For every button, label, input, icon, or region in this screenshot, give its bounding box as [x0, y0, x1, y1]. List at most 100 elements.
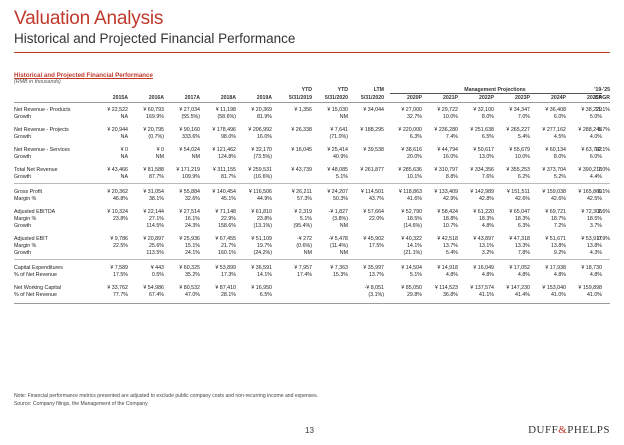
table-cell: 4.0% [589, 134, 602, 140]
table-cell: NM [155, 154, 164, 160]
row-label: Adjusted EBIT [14, 236, 48, 242]
row-label: Adjusted EBITDA [14, 209, 56, 215]
table-cell: 113.5% [146, 250, 164, 256]
table-cell: 5.2% [553, 174, 566, 180]
table-cell: ¥ 48,085 [327, 167, 348, 173]
column-header: 2025P [586, 95, 602, 101]
table-cell: 160.1% [218, 250, 236, 256]
column-group-header: LTM [373, 87, 384, 93]
table-cell: ¥ 11,198 [215, 107, 236, 113]
table-cell: ¥ 40,322 [401, 236, 422, 242]
table-cell: 41.0% [550, 292, 566, 298]
table-cell: NM [339, 114, 348, 120]
table-cell: ¥ 355,253 [506, 167, 530, 173]
table-row: Net Working Capital ¥ 33,762 ¥ 54,986 ¥ 80,… [14, 285, 610, 292]
column-header: 5/31/2020 [360, 95, 384, 101]
table-cell: ¥ 72,306 [581, 209, 602, 215]
table-cell: 13.7% [442, 243, 458, 249]
table-cell: ¥ 69,721 [545, 209, 566, 215]
row-label: Net Revenue - Projects [14, 127, 69, 133]
table-cell: 18.5% [586, 216, 602, 222]
table-cell: 5.0% [589, 114, 602, 120]
table-cell: ¥ 44,794 [437, 147, 458, 153]
table-cell: (13.1%) [253, 223, 272, 229]
table-cell: ¥ 14,504 [401, 265, 422, 271]
table-cell: ¥ 54,024 [179, 147, 200, 153]
table-cell: ¥ 51,671 [545, 236, 566, 242]
table-cell: ¥ 45,902 [363, 236, 384, 242]
table-cell: ¥ 25,936 [179, 236, 200, 242]
table-cell: 7.6% [481, 174, 494, 180]
row-label: % of Net Revenue [14, 272, 57, 278]
table-row: Growth NA 169.9% (55.5%) (58.6%) 81.9% NM 32.7%… [14, 114, 610, 121]
table-bottom-rule [14, 303, 610, 304]
table-cell: 32.7% [406, 114, 422, 120]
table-row: Adjusted EBIT ¥ 9,786 ¥ 20,897 ¥ 25,936 ¥ 67… [14, 236, 610, 243]
table-cell: ¥ 142,989 [470, 189, 494, 195]
table-cell: ¥ 43,739 [291, 167, 312, 173]
table-cell: 23.8% [256, 216, 272, 222]
table-cell: 4.5% [553, 134, 566, 140]
table-cell: ¥ 10,324 [107, 209, 128, 215]
table-cell: 15.3% [332, 272, 348, 278]
table-row: Growth 113.5% 24.1% 160.1% (24.2%) NM NM (21.1%… [14, 250, 610, 257]
table-row: Growth NA (0.7%) 333.6% 98.0% 16.0% (71.0%) 6.3… [14, 134, 610, 141]
table-cell: ¥ 220,000 [398, 127, 422, 133]
table-cell: ¥ 22,522 [107, 107, 128, 113]
table-row: Total Net Revenue ¥ 43,466 ¥ 81,588 ¥ 171,2… [14, 167, 610, 174]
table-cell: 42.6% [550, 196, 566, 202]
table-cell: (73.5%) [253, 154, 272, 160]
table-cell: ¥ 67,455 [215, 236, 236, 242]
table-cell: ¥ 58,424 [437, 209, 458, 215]
table-cell: 3.2% [481, 250, 494, 256]
table-cell: 22.9% [220, 216, 236, 222]
table-cell: ¥ 20,897 [143, 236, 164, 242]
table-cell: (3.1%) [368, 292, 384, 298]
table-cell: 24.3% [184, 223, 200, 229]
table-cell: 5.7% [597, 127, 610, 133]
column-header: 2018A [220, 95, 236, 101]
table-cell: 5.1% [299, 216, 312, 222]
table-cell: 41.1% [478, 292, 494, 298]
projections-header-rule [390, 93, 602, 94]
table-cell: ¥ 55,679 [509, 147, 530, 153]
table-cell: ¥ 26,211 [291, 189, 312, 195]
table-cell: (95.4%) [293, 223, 312, 229]
table-cell: 5.4% [445, 250, 458, 256]
table-cell: 333.6% [182, 134, 200, 140]
table-cell: 8.8% [445, 174, 458, 180]
row-label: % of Net Revenue [14, 292, 57, 298]
table-cell: 41.4% [514, 292, 530, 298]
table-cell: 42.8% [478, 196, 494, 202]
table-cell: ¥ 53,899 [215, 265, 236, 271]
column-group-header: YTD [301, 87, 312, 93]
table-cell: ¥ 50,617 [473, 147, 494, 153]
table-cell: 8.0% [553, 154, 566, 160]
table-cell: (21.1%) [403, 250, 422, 256]
table-cell: 81.9% [256, 114, 272, 120]
table-cell: ¥ 0 [156, 147, 164, 153]
table-cell: 4.8% [481, 272, 494, 278]
table-cell: 0.9% [597, 236, 610, 242]
table-cell: 77.7% [112, 292, 128, 298]
table-cell: 5.1% [335, 174, 348, 180]
table-row: Capital Expenditures ¥ 7,589 ¥ 443 ¥ 60,325… [14, 265, 610, 272]
table-cell: NM [339, 223, 348, 229]
table-cell: ¥ 390,218 [578, 167, 602, 173]
table-cell: ¥ 27,034 [179, 107, 200, 113]
table-cell: ¥ 29,722 [437, 107, 458, 113]
table-cell: (58.6%) [217, 114, 236, 120]
table-cell: 114.5% [146, 223, 164, 229]
row-label: Margin % [14, 196, 37, 202]
table-cell: 5.1% [409, 272, 422, 278]
table-cell: ¥ 26,338 [291, 127, 312, 133]
table-cell: 10.7% [442, 223, 458, 229]
table-cell: 17.3% [220, 272, 236, 278]
table-cell: 9.2% [553, 250, 566, 256]
table-cell: 2.6% [597, 209, 610, 215]
table-cell: 6.3% [517, 223, 530, 229]
table-cell: ¥ 32,100 [473, 107, 494, 113]
table-cell: 3.7% [589, 223, 602, 229]
table-cell: 6.0% [589, 154, 602, 160]
table-cell: 6.1% [597, 189, 610, 195]
